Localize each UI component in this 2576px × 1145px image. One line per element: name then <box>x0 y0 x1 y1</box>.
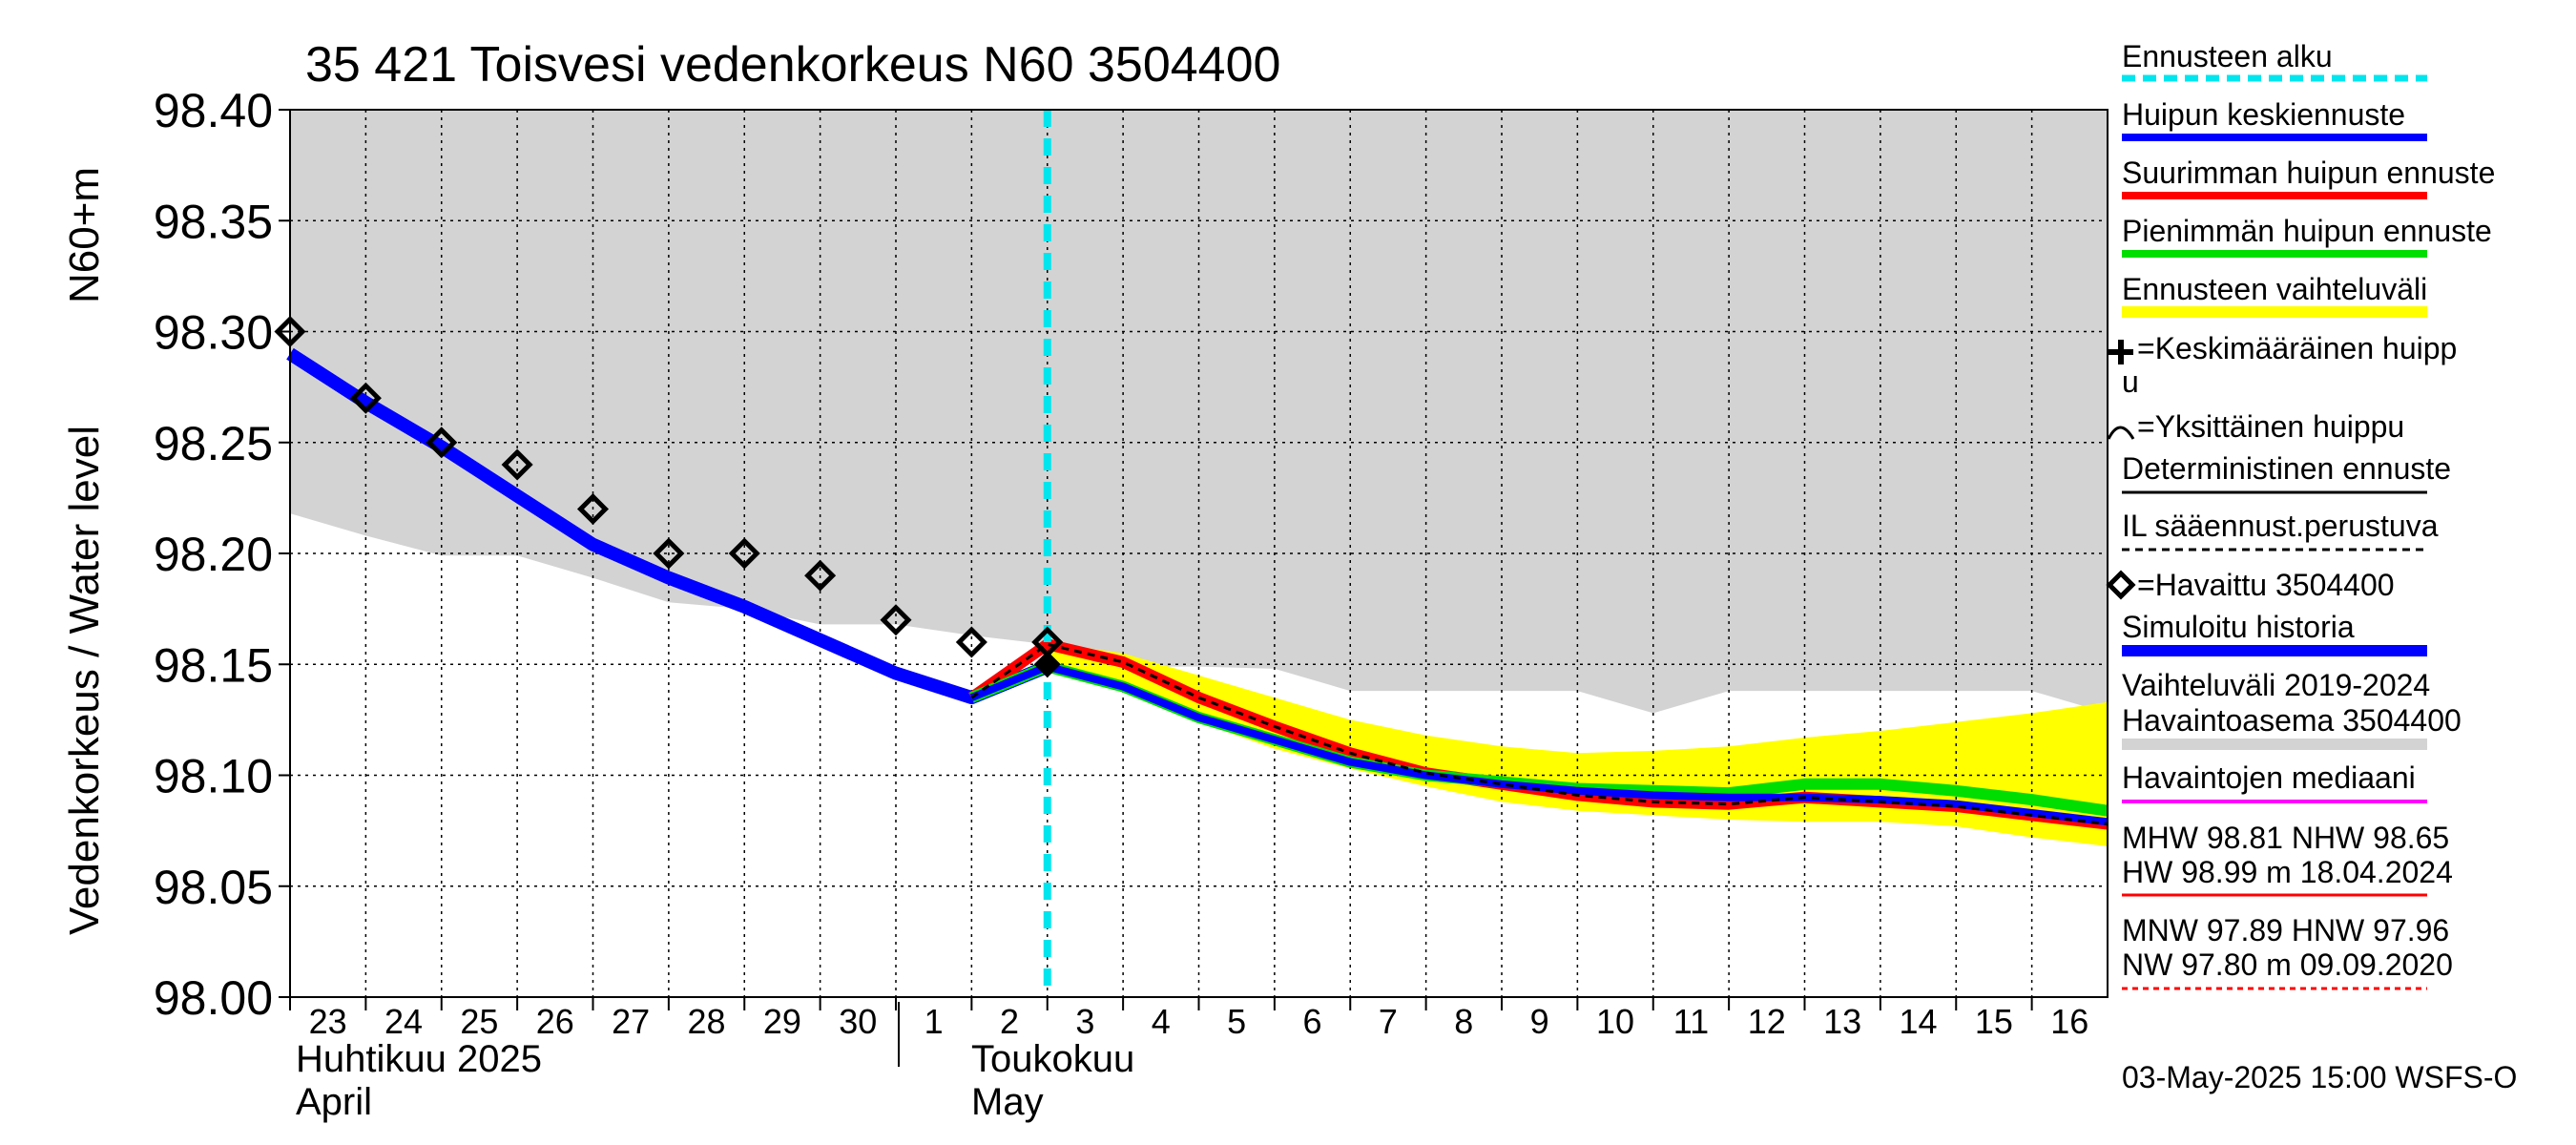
legend-mean-forecast: Huipun keskiennuste <box>2122 97 2405 132</box>
legend-deterministic: Deterministinen ennuste <box>2122 451 2451 486</box>
x-tick-label: 24 <box>384 1002 423 1041</box>
x-tick-label: 1 <box>924 1002 944 1041</box>
legend-forecast-start: Ennusteen alku <box>2122 39 2333 73</box>
x-tick-label: 14 <box>1900 1002 1938 1041</box>
month-april-en: April <box>296 1081 372 1123</box>
il-weather-forecast-line <box>970 642 2109 826</box>
timestamp-footer: 03-May-2025 15:00 WSFS-O <box>2122 1060 2517 1094</box>
legend-nw: NW 97.80 m 09.09.2020 <box>2122 947 2453 982</box>
legend-simulated: Simuloitu historia <box>2122 610 2355 644</box>
y-axis-unit: N60+m <box>61 167 108 303</box>
legend-variation-station: Havaintoasema 3504400 <box>2122 703 2462 738</box>
legend-median: Havaintojen mediaani <box>2122 760 2416 795</box>
x-tick-label: 23 <box>309 1002 347 1041</box>
x-tick-label: 3 <box>1075 1002 1094 1041</box>
legend-single-peak: =Yksittäinen huippu <box>2137 409 2404 444</box>
diamond-icon <box>2106 570 2136 600</box>
observed-point <box>653 537 685 570</box>
x-tick-label: 4 <box>1152 1002 1171 1041</box>
x-tick-label: 25 <box>460 1002 498 1041</box>
x-tick-label: 12 <box>1748 1002 1786 1041</box>
observed-point <box>349 382 382 414</box>
y-tick-label: 98.30 <box>154 306 273 360</box>
x-tick-label: 10 <box>1596 1002 1634 1041</box>
observed-point <box>955 626 987 658</box>
month-may-en: May <box>971 1081 1044 1123</box>
x-tick-label: 8 <box>1454 1002 1473 1041</box>
observed-point <box>728 537 760 570</box>
x-tick-label: 16 <box>2050 1002 2088 1041</box>
y-tick-label: 98.40 <box>154 84 273 137</box>
x-tick-label: 9 <box>1530 1002 1549 1041</box>
month-may-fi: Toukokuu <box>971 1038 1134 1080</box>
x-tick-label: 29 <box>763 1002 801 1041</box>
y-tick-label: 98.05 <box>154 861 273 914</box>
x-tick-label: 13 <box>1823 1002 1861 1041</box>
x-tick-label: 15 <box>1975 1002 2013 1041</box>
observed-markers <box>274 315 1064 658</box>
y-tick-label: 98.25 <box>154 417 273 470</box>
simulated-history-line <box>286 347 1050 705</box>
arc-icon <box>2107 426 2135 440</box>
observed-point <box>880 604 912 636</box>
x-tick-label: 6 <box>1303 1002 1322 1041</box>
legend-avg-peak-cont: u <box>2122 364 2139 399</box>
y-tick-label: 98.00 <box>154 971 273 1025</box>
observed-point <box>501 448 533 481</box>
x-tick-label: 7 <box>1379 1002 1398 1041</box>
legend-observed: =Havaittu 3504400 <box>2137 568 2395 602</box>
legend: Ennusteen alku Huipun keskiennuste Suuri… <box>2106 39 2495 990</box>
x-tick-label: 5 <box>1227 1002 1246 1041</box>
y-tick-label: 98.15 <box>154 638 273 692</box>
y-tick-label: 98.20 <box>154 528 273 581</box>
x-tick-label: 30 <box>839 1002 877 1041</box>
legend-mnw: MNW 97.89 HNW 97.96 <box>2122 913 2449 947</box>
current-peak-marker <box>1033 651 1061 678</box>
observed-point <box>576 492 610 526</box>
x-tick-label: 28 <box>688 1002 726 1041</box>
legend-min-forecast: Pienimmän huipun ennuste <box>2122 214 2492 248</box>
x-tick-label: 26 <box>536 1002 574 1041</box>
x-tick-label: 2 <box>1000 1002 1019 1041</box>
x-tick-label: 27 <box>612 1002 650 1041</box>
legend-avg-peak: =Keskimääräinen huipp <box>2137 331 2457 365</box>
legend-max-forecast: Suurimman huipun ennuste <box>2122 156 2495 190</box>
month-april-fi: Huhtikuu 2025 <box>296 1038 542 1080</box>
plus-icon <box>2109 340 2133 364</box>
y-axis-label: Vedenkorkeus / Water level <box>61 426 108 935</box>
observed-point <box>426 427 458 459</box>
x-axis-ticks: 23 24 25 26 27 28 29 30 1 2 3 4 5 6 7 8 9 10 11 12 13 14 15 16 <box>289 997 2088 1041</box>
y-axis-ticks: 98.00 98.05 98.10 98.15 98.20 98.25 98.30 98.35… <box>154 84 290 1025</box>
legend-variation: Vaihteluväli 2019-2024 <box>2122 668 2430 702</box>
y-tick-label: 98.10 <box>154 750 273 803</box>
observed-point <box>804 559 837 592</box>
legend-range: Ennusteen vaihteluväli <box>2122 272 2427 306</box>
mean-peak-forecast-line <box>969 662 2109 826</box>
legend-mhw: MHW 98.81 NHW 98.65 <box>2122 821 2449 855</box>
x-tick-label: 11 <box>1673 1002 1709 1041</box>
legend-il-based: IL sääennust.perustuva <box>2122 509 2439 543</box>
legend-hw: HW 98.99 m 18.04.2024 <box>2122 855 2453 889</box>
y-tick-label: 98.35 <box>154 195 273 248</box>
chart-title: 35 421 Toisvesi vedenkorkeus N60 3504400 <box>305 37 1280 93</box>
